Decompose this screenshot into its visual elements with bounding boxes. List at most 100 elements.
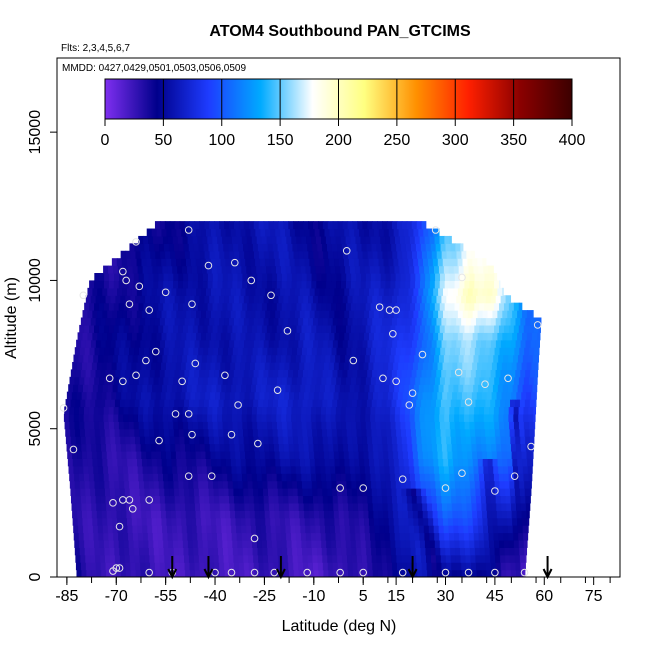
heatmap-cell [395, 324, 401, 333]
heatmap-cell [101, 450, 108, 459]
heatmap-cell [280, 465, 287, 474]
heatmap-cell [272, 554, 279, 563]
heatmap-cell [154, 399, 160, 408]
heatmap-cell [404, 465, 410, 474]
heatmap-cell [175, 443, 181, 452]
heatmap-cell [91, 443, 97, 452]
heatmap-cell [400, 473, 406, 482]
heatmap-cell [514, 428, 521, 437]
heatmap-cell [215, 228, 222, 237]
heatmap-cell [228, 369, 235, 378]
heatmap-cell [189, 221, 196, 230]
heatmap-cell [230, 361, 236, 370]
heatmap-cell [117, 310, 123, 319]
heatmap-cell [69, 421, 76, 430]
heatmap-cell [321, 280, 327, 289]
heatmap-cell [88, 465, 94, 474]
heatmap-cell [188, 488, 195, 497]
heatmap-cell [135, 495, 141, 504]
heatmap-cell [242, 376, 248, 385]
heatmap-cell [465, 369, 472, 378]
heatmap-cell [286, 532, 292, 541]
heatmap-cell [304, 450, 310, 459]
heatmap-cell [299, 228, 306, 237]
heatmap-cell [300, 465, 307, 474]
heatmap-cell [150, 317, 156, 326]
heatmap-cell [350, 265, 356, 274]
heatmap-cell [257, 324, 263, 333]
colorbar-ticks: 0 50 100 150 200 250 300 350 400 [101, 79, 585, 149]
heatmap-cell [401, 221, 408, 230]
heatmap-cell [168, 280, 174, 289]
sample-marker [247, 276, 256, 285]
heatmap-cell [481, 569, 487, 577]
heatmap-cell [497, 384, 504, 393]
heatmap-cell [380, 273, 387, 282]
sample-marker [389, 330, 397, 338]
heatmap-cell [83, 532, 90, 541]
heatmap-cell [488, 473, 495, 482]
heatmap-cell [119, 488, 126, 497]
heatmap-cell [143, 376, 150, 385]
heatmap-cell [397, 339, 403, 348]
heatmap-cell [339, 258, 345, 267]
heatmap-cell [163, 421, 169, 430]
heatmap-cell [392, 339, 398, 348]
heatmap-cell [246, 473, 253, 482]
heatmap-cell [466, 562, 472, 571]
heatmap-cell [210, 391, 216, 400]
heatmap-cell [316, 347, 323, 356]
heatmap-cell [486, 502, 492, 511]
heatmap-cell [157, 465, 163, 474]
heatmap-cell [224, 295, 230, 304]
heatmap-cell [518, 473, 525, 482]
heatmap-cell [495, 562, 502, 571]
heatmap-cell [412, 450, 419, 459]
heatmap-cell [173, 347, 180, 356]
heatmap-cell [528, 376, 535, 385]
heatmap-cell [505, 399, 511, 408]
heatmap-cell [367, 436, 373, 445]
heatmap-cell [454, 273, 461, 282]
heatmap-cell [528, 406, 535, 415]
sample-marker [128, 504, 137, 513]
heatmap-cell [176, 332, 182, 341]
heatmap-cell [298, 250, 304, 259]
heatmap-cell [297, 347, 303, 356]
heatmap-cell [342, 369, 348, 378]
heatmap-cell [525, 369, 531, 378]
heatmap-cell [410, 273, 416, 282]
heatmap-cell [163, 480, 170, 489]
heatmap-cell [230, 287, 237, 296]
heatmap-cell [173, 547, 180, 556]
heatmap-cell [443, 465, 450, 474]
heatmap-cell [535, 369, 539, 378]
heatmap-cell [214, 562, 220, 571]
heatmap-cell [218, 554, 225, 563]
heatmap-cell [397, 391, 404, 400]
heatmap-cell [445, 347, 451, 356]
heatmap-cell [364, 354, 371, 363]
heatmap-cell [281, 280, 288, 289]
heatmap-cell [286, 413, 292, 422]
heatmap-cell [426, 399, 432, 408]
heatmap-cell [353, 450, 360, 459]
heatmap-cell [424, 235, 431, 244]
heatmap-cell [312, 436, 319, 445]
heatmap-cell [506, 450, 513, 459]
heatmap-cell [529, 488, 532, 497]
heatmap-cell [513, 354, 519, 363]
heatmap-cell [280, 228, 286, 237]
heatmap-cell [470, 428, 476, 437]
heatmap-cell [501, 569, 507, 577]
heatmap-cell [311, 273, 318, 282]
heatmap-cell [74, 473, 80, 482]
heatmap-cell [267, 554, 274, 563]
heatmap-cell [99, 421, 105, 430]
heatmap-cell [447, 510, 453, 519]
heatmap-cell [229, 391, 236, 400]
heatmap-cell [263, 562, 270, 571]
heatmap-cell [357, 436, 363, 445]
heatmap-cell [233, 428, 239, 437]
heatmap-cell [187, 235, 194, 244]
